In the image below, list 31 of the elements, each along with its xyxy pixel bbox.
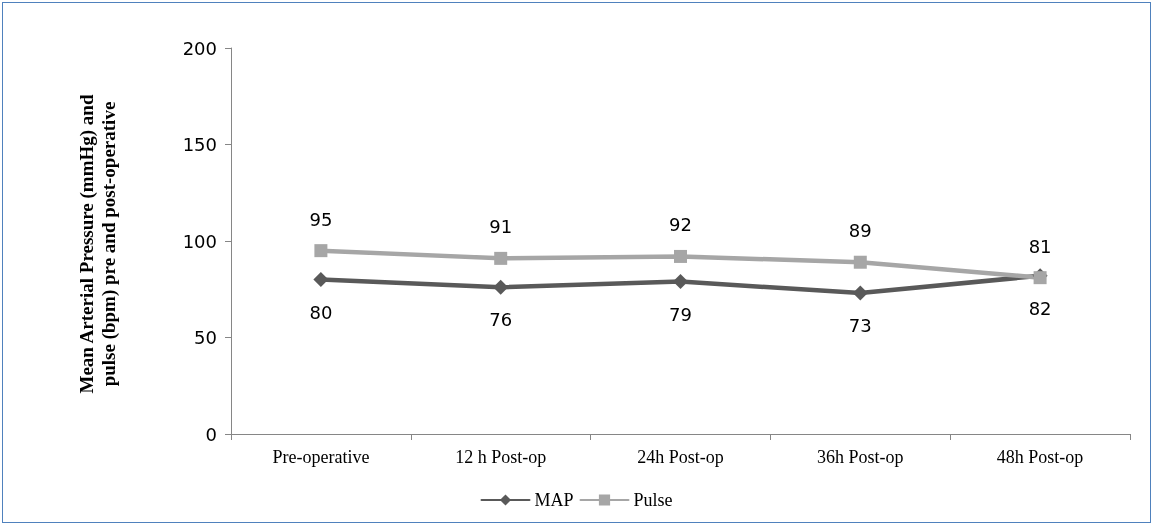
point bbox=[314, 244, 328, 258]
data-label: 89 bbox=[848, 220, 872, 242]
y-tick-label: 0 bbox=[205, 423, 217, 445]
y-tick-label: 150 bbox=[182, 134, 217, 155]
point bbox=[853, 255, 867, 269]
x-tick-label: 48h Post-op bbox=[996, 447, 1084, 467]
y-tick-label: 100 bbox=[182, 230, 217, 252]
x-tick-label: Pre-operative bbox=[272, 447, 370, 467]
x-tick-label: 36h Post-op bbox=[817, 447, 904, 467]
data-label: 82 bbox=[1028, 297, 1052, 319]
data-label: 81 bbox=[1028, 235, 1052, 257]
y-axis-title: Mean Arterial Pressure (mmHg) and pulse (bpm) pre and post-operative bbox=[76, 93, 120, 396]
point bbox=[493, 279, 509, 295]
data-label: 91 bbox=[489, 216, 513, 238]
legend-label: Pulse bbox=[633, 490, 673, 510]
legend-label: MAP bbox=[534, 490, 574, 510]
point bbox=[852, 285, 868, 301]
data-label: 95 bbox=[309, 208, 333, 230]
point bbox=[674, 249, 687, 263]
data-label: 73 bbox=[848, 315, 872, 337]
data-label: 76 bbox=[489, 309, 513, 331]
point bbox=[494, 251, 508, 265]
point bbox=[673, 274, 688, 290]
point bbox=[313, 272, 329, 288]
data-label: 79 bbox=[669, 303, 692, 325]
x-tick-label: 24h Post-op bbox=[637, 447, 724, 467]
y-tick-label: 50 bbox=[194, 327, 217, 348]
x-tick-label: 12 h Post-op bbox=[455, 447, 547, 467]
data-label: 80 bbox=[309, 301, 333, 323]
y-tick-label: 200 bbox=[182, 37, 217, 59]
data-label: 92 bbox=[669, 214, 692, 236]
